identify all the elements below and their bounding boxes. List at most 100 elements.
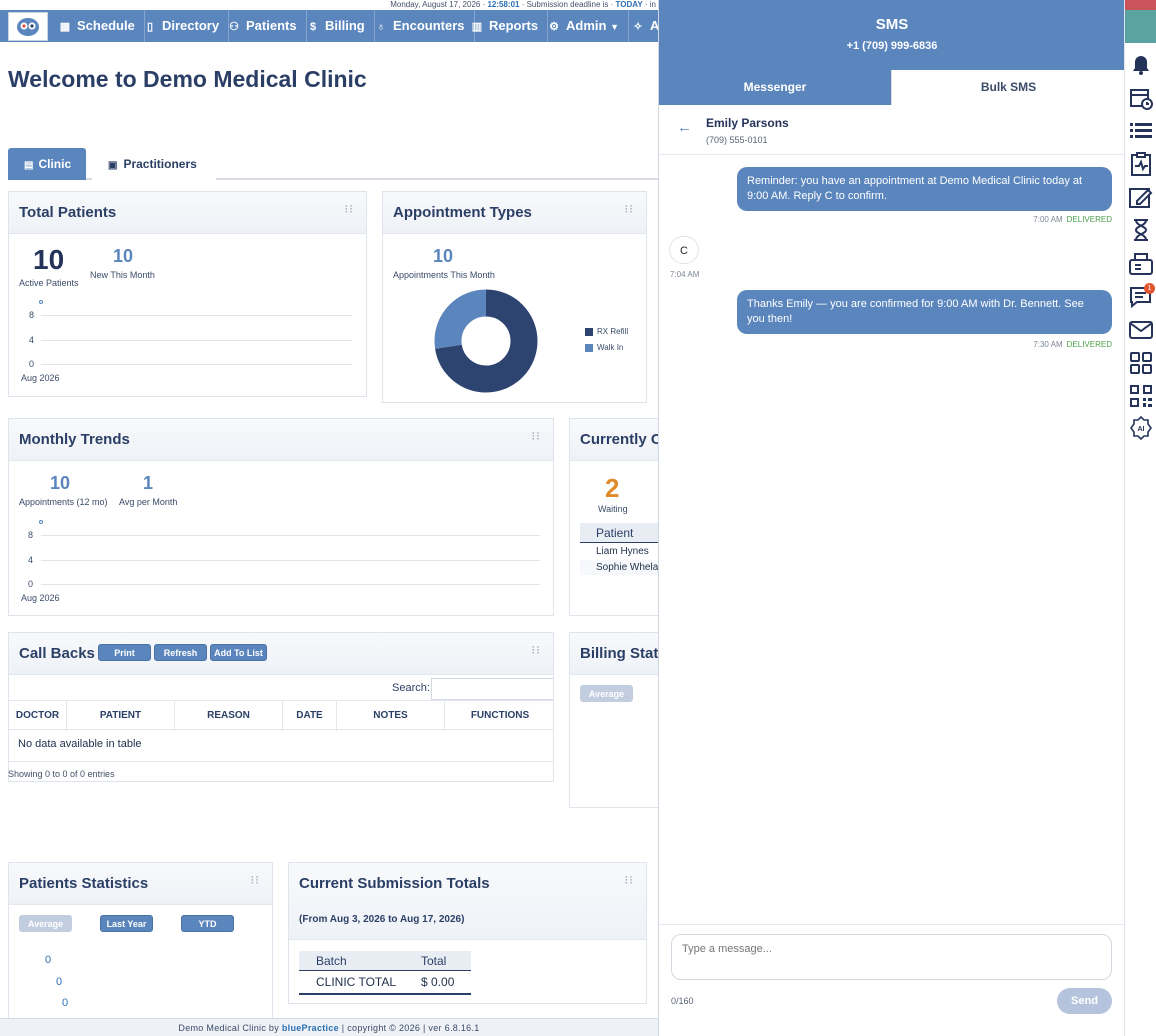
drag-handle-icon[interactable]: ⁝⁝ <box>250 873 260 887</box>
apps-grid-icon[interactable] <box>1127 349 1155 377</box>
nav-label: Schedule <box>77 18 135 33</box>
y-tick: 8 <box>29 310 35 320</box>
card-title: Current Submission Totals <box>299 875 490 892</box>
nav-reports[interactable]: ▥ Reports <box>461 10 549 42</box>
average-button[interactable]: Average <box>580 685 633 702</box>
badge-icon: ▣ <box>108 160 118 171</box>
column-header[interactable]: PATIENT <box>67 701 175 731</box>
stat-value: 0 <box>56 976 63 988</box>
appointments-12mo-value: 10 <box>50 473 71 493</box>
drag-handle-icon[interactable]: ⁝⁝ <box>531 643 541 657</box>
chat-icon[interactable]: 1 <box>1127 283 1155 311</box>
appointments-month-label: Appointments This Month <box>393 270 495 280</box>
average-button[interactable]: Average <box>19 915 72 932</box>
bar-chart-icon: ▥ <box>471 21 483 33</box>
card-title: Monthly Trends <box>19 431 130 448</box>
tab-clinic[interactable]: ▤ Clinic <box>8 148 86 180</box>
rail-teal-block <box>1125 10 1156 43</box>
sms-tabs: Messenger Bulk SMS <box>659 70 1125 105</box>
calendar-clock-icon[interactable] <box>1127 84 1155 112</box>
card-title: Appointment Types <box>393 204 532 221</box>
nav-directory[interactable]: ▯ Directory <box>134 10 230 42</box>
stethoscope-icon: ♁ <box>376 21 386 33</box>
brand-link[interactable]: bluePractice <box>281 1023 339 1033</box>
card-title: Currently Cl <box>580 431 666 448</box>
submission-totals-card: Current Submission Totals ⁝⁝ (From Aug 3… <box>288 862 647 1004</box>
sms-number: +1 (709) 999-6836 <box>846 40 938 52</box>
main-nav: ▦ Schedule ▯ Directory ⚇ Patients $ Billing … <box>0 10 658 42</box>
total-patients-card: Total Patients ⁝⁝ 10 Active Patients 10 N… <box>8 191 367 397</box>
page-title: Welcome to Demo Medical Clinic <box>8 66 367 92</box>
drag-handle-icon[interactable]: ⁝⁝ <box>624 873 634 887</box>
message-meta: 7:00 AM DELIVERED <box>1033 215 1112 224</box>
clinic-logo[interactable] <box>8 12 48 41</box>
list-icon[interactable] <box>1127 117 1155 145</box>
monthly-trends-card: Monthly Trends ⁝⁝ 10 Appointments (12 mo)… <box>8 418 554 616</box>
appointments-month-value: 10 <box>433 246 454 266</box>
delivered-status: DELIVERED <box>1066 340 1112 349</box>
message-input[interactable] <box>671 934 1112 980</box>
table-row[interactable]: Sophie Whela <box>580 560 678 575</box>
data-point <box>39 520 43 524</box>
nav-schedule[interactable]: ▦ Schedule <box>49 10 145 42</box>
sms-panel: SMS +1 (709) 999-6836 Messenger Bulk SMS… <box>658 0 1125 1036</box>
refresh-button[interactable]: Refresh <box>154 644 207 661</box>
dollar-icon: $ <box>309 21 317 33</box>
sparkle-icon: ✧ <box>633 21 643 33</box>
last-year-button[interactable]: Last Year <box>100 915 153 932</box>
column-header[interactable]: DATE <box>283 701 337 731</box>
donut-chart <box>434 289 538 393</box>
drag-handle-icon[interactable]: ⁝⁝ <box>344 202 354 216</box>
rail-top-strip <box>1125 0 1156 10</box>
fax-icon[interactable] <box>1127 250 1155 278</box>
tab-label: Clinic <box>38 157 72 171</box>
table-row[interactable]: Liam Hynes <box>596 546 649 557</box>
tab-practitioners[interactable]: ▣ Practitioners <box>92 148 216 180</box>
column-header[interactable]: DOCTOR <box>9 701 67 731</box>
x-tick: Aug 2026 <box>21 593 60 603</box>
qr-code-icon[interactable] <box>1127 382 1155 410</box>
nav-ai[interactable]: ✧ AI <box>622 10 658 42</box>
tab-bulk-sms[interactable]: Bulk SMS <box>891 70 1125 105</box>
column-header[interactable]: NOTES <box>337 701 445 731</box>
message-time: 7:04 AM <box>670 270 700 279</box>
nav-encounters[interactable]: ♁ Encounters <box>365 10 475 42</box>
building-icon: ▤ <box>24 160 34 171</box>
drag-handle-icon[interactable]: ⁝⁝ <box>531 429 541 443</box>
search-label: Search: <box>392 682 430 694</box>
column-header[interactable]: FUNCTIONS <box>470 710 530 721</box>
back-arrow-icon[interactable]: ← <box>677 119 692 136</box>
gear-icon: ⚙ <box>549 21 559 33</box>
add-to-list-button[interactable]: Add To List <box>210 644 267 661</box>
nav-label: Patients <box>246 18 297 33</box>
hourglass-icon[interactable] <box>1127 216 1155 244</box>
status-ticker: Monday, August 17, 2026 · 12:58:01 · Sub… <box>390 0 656 9</box>
search-input[interactable] <box>431 678 553 700</box>
active-patients-value: 10 <box>33 244 65 275</box>
drag-handle-icon[interactable]: ⁝⁝ <box>624 202 634 216</box>
ai-badge-icon[interactable]: AI <box>1127 414 1155 442</box>
print-button[interactable]: Print <box>98 644 151 661</box>
nav-label: AI <box>650 18 658 33</box>
column-header[interactable]: REASON <box>175 701 283 731</box>
y-tick: 0 <box>28 579 34 589</box>
card-title: Patients Statistics <box>19 875 149 892</box>
conversation-header: ← Emily Parsons (709) 555-0101 <box>659 105 1125 155</box>
nav-label: Reports <box>489 18 539 33</box>
nav-patients[interactable]: ⚇ Patients <box>218 10 307 42</box>
y-tick: 8 <box>28 530 34 540</box>
column-header: Total <box>421 954 447 968</box>
right-icon-rail: 1 AI <box>1124 0 1156 1036</box>
stat-value: 0 <box>45 954 52 966</box>
tab-messenger[interactable]: Messenger <box>659 70 891 105</box>
bell-icon[interactable] <box>1127 50 1155 78</box>
nav-admin[interactable]: ⚙ Admin ▼ <box>538 10 629 42</box>
table-info: Showing 0 to 0 of 0 entries <box>8 769 115 779</box>
edit-icon[interactable] <box>1127 183 1155 211</box>
send-button[interactable]: Send <box>1057 988 1112 1014</box>
mail-icon[interactable] <box>1127 316 1155 344</box>
ytd-button[interactable]: YTD <box>181 915 234 932</box>
delivered-status: DELIVERED <box>1066 215 1112 224</box>
nav-billing[interactable]: $ Billing <box>297 10 375 42</box>
clipboard-pulse-icon[interactable] <box>1127 150 1155 178</box>
